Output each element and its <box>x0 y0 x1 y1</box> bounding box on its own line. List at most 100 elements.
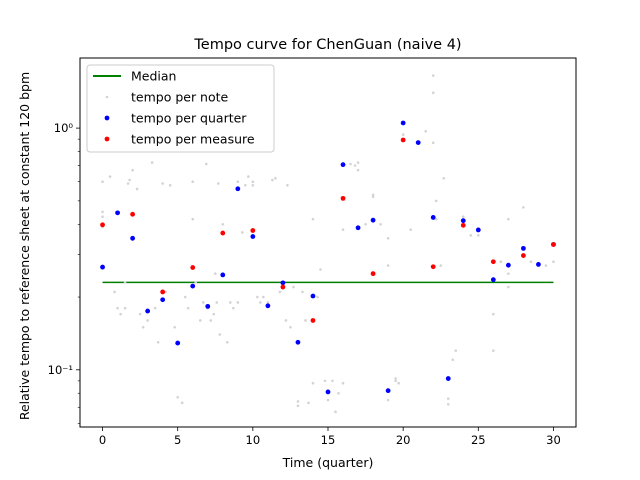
axis-ticks: 0 5 10 15 20 25 30 10⁻¹ 10⁰ <box>48 121 561 447</box>
tempo-per-note-point <box>161 182 164 185</box>
tempo-per-note-point <box>209 319 213 322</box>
chart-title: Tempo curve for ChenGuan (naive 4) <box>193 37 461 53</box>
tempo-per-quarter-point <box>325 389 331 395</box>
tempo-per-note-point <box>296 404 300 408</box>
tempo-per-note-point <box>499 260 503 264</box>
tempo-per-note-point <box>213 272 217 275</box>
legend-note-marker <box>105 95 109 99</box>
tempo-per-note-point <box>331 379 334 383</box>
tempo-per-note-point <box>101 210 104 214</box>
tempo-per-note-point <box>477 234 480 237</box>
tempo-per-note-point <box>394 379 397 383</box>
tempo-per-note-point <box>262 295 265 299</box>
x-tick-label: 30 <box>546 433 561 447</box>
tempo-per-note-point <box>386 398 390 402</box>
tempo-per-note-point <box>341 381 345 385</box>
tempo-per-measure-point <box>160 289 166 295</box>
tempo-per-note-point <box>311 381 315 385</box>
tempo-per-note-point <box>201 301 205 304</box>
tempo-per-note-point <box>198 319 202 322</box>
tempo-per-note-point <box>256 295 259 299</box>
tempo-per-quarter-point <box>355 225 361 231</box>
tempo-per-note-point <box>215 301 219 304</box>
tempo-per-note-point <box>180 401 184 405</box>
tempo-per-note-point <box>236 180 240 184</box>
tempo-per-note-point <box>424 130 427 133</box>
tempo-per-note-point <box>552 260 555 264</box>
tempo-per-note-point <box>461 215 465 219</box>
tempo-per-note-point <box>431 141 435 145</box>
y-tick-label: 10⁰ <box>54 121 74 135</box>
tempo-per-note-point <box>126 182 130 185</box>
tempo-per-note-point <box>266 301 270 304</box>
tempo-per-note-point <box>108 175 112 178</box>
tempo-per-quarter-point <box>536 261 541 267</box>
tempo-per-note-point <box>191 217 195 221</box>
tempo-per-note-point <box>341 228 345 231</box>
tempo-per-measure-point <box>490 259 496 265</box>
tempo-per-note-point <box>507 272 510 275</box>
tempo-per-quarter-point <box>445 376 451 381</box>
tempo-per-note-point <box>304 319 307 322</box>
tempo-per-quarter-point <box>505 262 511 268</box>
tempo-per-note-point <box>507 217 510 221</box>
tempo-per-measure-point <box>400 137 406 143</box>
legend-note-label: tempo per note <box>131 90 229 105</box>
tempo-per-note-point <box>431 91 435 95</box>
tempo-per-quarter-point <box>130 235 136 241</box>
tempo-per-quarter-point <box>490 277 496 283</box>
tempo-per-note-point <box>311 217 315 221</box>
tempo-per-note-point <box>101 215 104 219</box>
tempo-per-note-point <box>319 268 322 271</box>
tempo-per-note-point <box>371 195 375 199</box>
tempo-per-note-point <box>183 295 187 299</box>
tempo-per-quarter-point <box>280 280 286 286</box>
tempo-per-note-point <box>113 290 116 294</box>
tempo-per-note-point <box>236 301 240 304</box>
x-tick-label: 25 <box>471 433 486 447</box>
tempo-per-note-point <box>168 183 172 187</box>
tempo-per-measure-point <box>370 271 376 277</box>
x-tick-label: 20 <box>396 433 411 447</box>
tempo-per-note-point <box>186 306 190 310</box>
tempo-per-note-point <box>119 312 122 316</box>
tempo-per-note-point <box>241 231 244 234</box>
tempo-per-note-point <box>191 180 195 184</box>
plot-area <box>100 74 556 414</box>
tempo-per-note-point <box>278 290 282 294</box>
y-tick-label: 10⁻¹ <box>48 363 73 377</box>
tempo-per-quarter-point <box>235 186 241 192</box>
tempo-per-note-point <box>176 395 179 399</box>
tempo-per-quarter-point <box>370 217 376 223</box>
tempo-per-note-point <box>492 312 495 316</box>
tempo-per-note-point <box>284 319 288 322</box>
tempo-per-measure-point <box>340 195 346 201</box>
tempo-per-quarter-point <box>415 140 421 146</box>
tempo-per-quarter-point <box>100 264 105 270</box>
tempo-per-quarter-point <box>475 227 481 233</box>
tempo-per-quarter-point <box>460 218 466 224</box>
x-tick-label: 15 <box>321 433 336 447</box>
tempo-per-note-point <box>150 161 154 164</box>
tempo-per-quarter-point <box>295 339 301 345</box>
tempo-per-quarter-point <box>115 210 120 216</box>
tempo-per-note-point <box>123 306 127 310</box>
legend-quarter-marker <box>104 115 110 121</box>
tempo-per-note-point <box>251 183 255 187</box>
tempo-per-note-point <box>401 133 405 136</box>
tempo-per-note-point <box>379 222 382 226</box>
tempo-per-note-point <box>529 260 533 264</box>
legend: Median tempo per note tempo per quarter … <box>86 64 275 153</box>
y-axis-label: Relative tempo to reference sheet at con… <box>17 72 32 420</box>
tempo-per-measure-point <box>520 253 526 258</box>
tempo-per-note-point <box>221 222 225 226</box>
x-axis-label: Time (quarter) <box>282 455 374 470</box>
tempo-per-note-point <box>356 161 360 164</box>
tempo-per-note-point <box>123 281 127 284</box>
tempo-per-note-point <box>371 193 375 197</box>
tempo-per-measure-point <box>130 211 136 217</box>
legend-box <box>86 64 275 153</box>
tempo-per-note-point <box>286 183 289 187</box>
tempo-per-note-point <box>409 228 412 231</box>
tempo-per-note-point <box>247 175 250 178</box>
